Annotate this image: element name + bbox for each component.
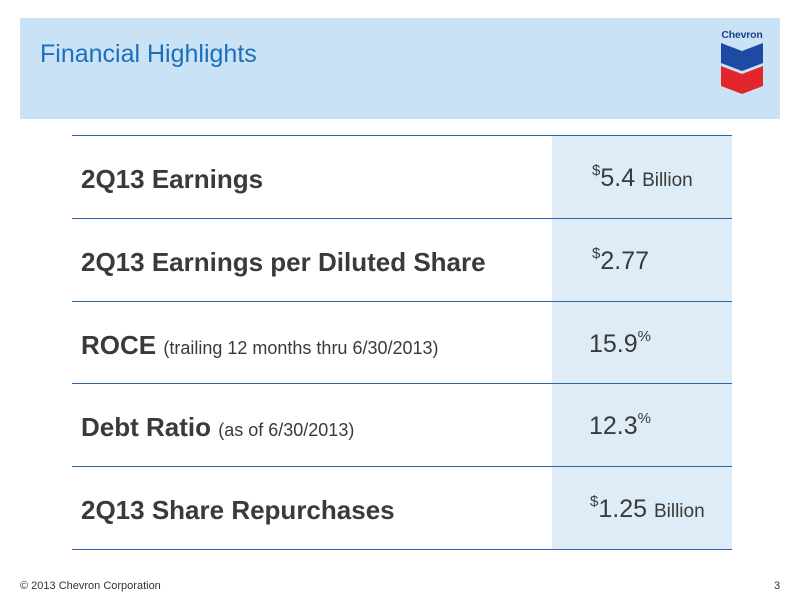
table-row: 2Q13 Earnings per Diluted Share $2.77 xyxy=(72,218,732,301)
chevron-emblem-icon xyxy=(721,43,763,94)
row-label: ROCE (trailing 12 months thru 6/30/2013) xyxy=(81,330,439,360)
table-row: 2Q13 Earnings $5.4 Billion xyxy=(72,136,732,218)
row-label: 2Q13 Earnings xyxy=(81,164,264,194)
row-note: (trailing 12 months thru 6/30/2013) xyxy=(163,338,439,358)
copyright-text: © 2013 Chevron Corporation xyxy=(20,580,161,592)
row-label: 2Q13 Earnings per Diluted Share xyxy=(81,247,486,277)
row-value: $5.4 Billion xyxy=(592,162,693,192)
row-note: (as of 6/30/2013) xyxy=(218,420,355,440)
highlights-table: 2Q13 Earnings $5.4 Billion 2Q13 Earnings… xyxy=(72,135,732,550)
table-row: Debt Ratio (as of 6/30/2013) 12.3% xyxy=(72,383,732,466)
row-value: 12.3% xyxy=(589,410,652,440)
slide-title: Financial Highlights xyxy=(40,40,257,68)
page-number: 3 xyxy=(774,580,781,592)
row-value: $1.25 Billion xyxy=(590,493,705,523)
slide-header: Financial Highlights Chevron xyxy=(20,18,780,119)
table-row: 2Q13 Share Repurchases $1.25 Billion xyxy=(72,466,732,549)
value-column xyxy=(552,136,732,549)
row-label: 2Q13 Share Repurchases xyxy=(81,495,395,525)
table-row: ROCE (trailing 12 months thru 6/30/2013)… xyxy=(72,301,732,384)
row-value: 15.9% xyxy=(589,328,652,358)
chevron-logo: Chevron xyxy=(713,29,771,101)
row-value: $2.77 xyxy=(592,245,650,275)
row-label: Debt Ratio (as of 6/30/2013) xyxy=(81,412,355,442)
logo-wordmark: Chevron xyxy=(721,29,763,41)
